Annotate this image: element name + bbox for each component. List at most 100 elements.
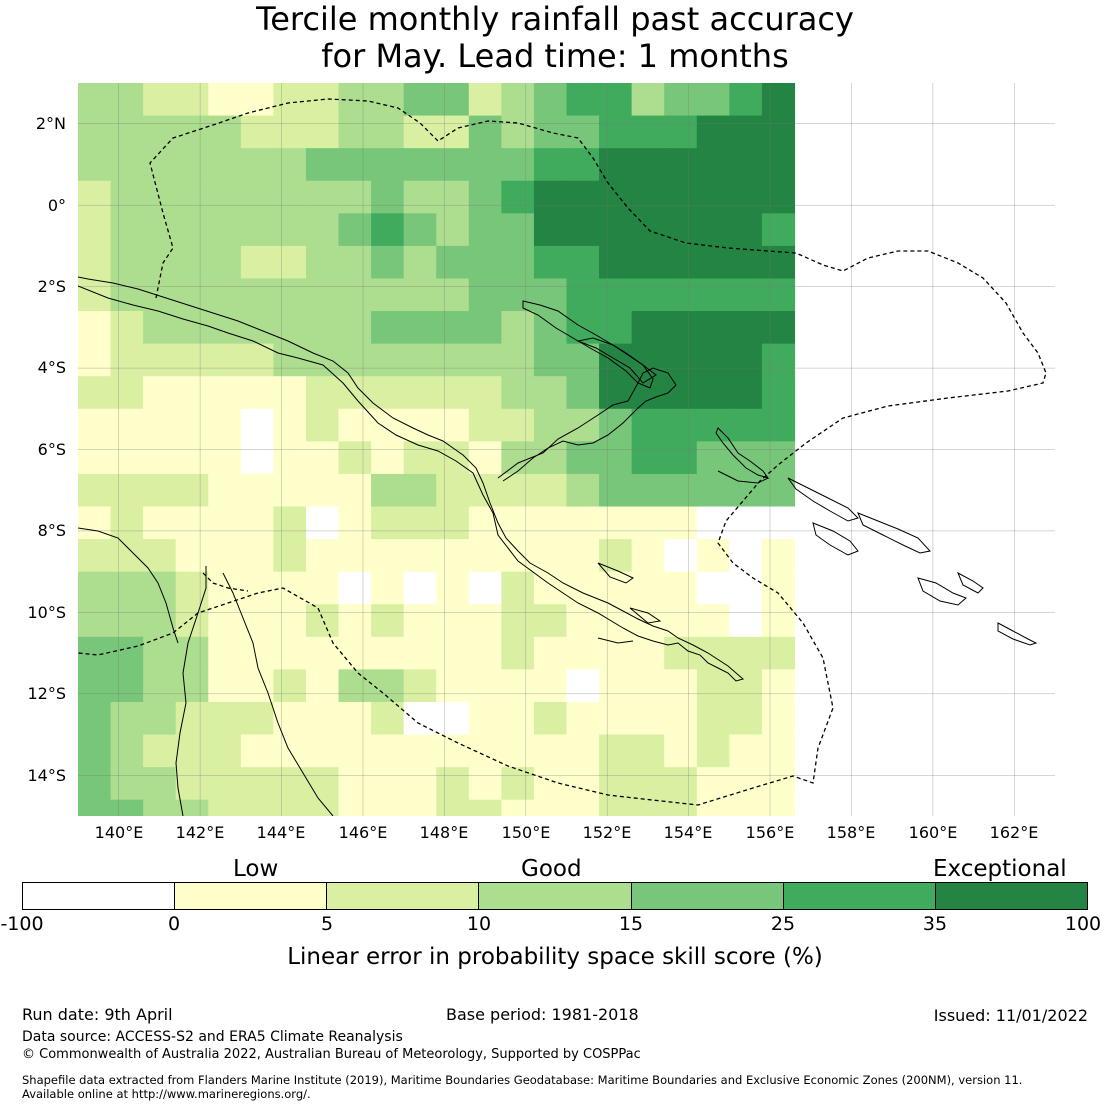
skill-cell bbox=[78, 636, 112, 670]
skill-cell bbox=[761, 376, 796, 410]
skill-cell bbox=[305, 245, 340, 280]
skill-cell bbox=[696, 539, 730, 573]
lon-label: 140°E bbox=[94, 823, 144, 842]
skill-cell bbox=[175, 799, 209, 816]
skill-cell bbox=[240, 408, 274, 442]
skill-cell bbox=[761, 115, 796, 149]
skill-cell bbox=[240, 148, 274, 182]
skill-cell bbox=[533, 539, 568, 573]
skill-cell bbox=[240, 441, 274, 475]
skill-cell bbox=[599, 767, 633, 801]
skill-cell bbox=[338, 180, 372, 214]
skill-cell bbox=[403, 767, 437, 801]
skill-cell bbox=[533, 376, 568, 410]
skill-cell bbox=[338, 115, 372, 149]
skill-cell bbox=[729, 148, 763, 182]
skill-cell bbox=[761, 408, 796, 442]
skill-cell bbox=[305, 539, 340, 573]
skill-cell bbox=[696, 213, 730, 247]
skill-cell bbox=[566, 148, 600, 182]
skill-cell bbox=[110, 539, 144, 573]
skill-cell bbox=[631, 148, 665, 182]
skill-cell bbox=[533, 604, 568, 638]
skill-cell bbox=[143, 669, 177, 703]
skill-cell bbox=[273, 441, 307, 475]
skill-cell bbox=[501, 343, 535, 377]
eez-png bbox=[78, 98, 1047, 806]
skill-cell bbox=[240, 473, 274, 508]
skill-cell bbox=[566, 441, 600, 475]
lat-label: 6°S bbox=[37, 440, 66, 459]
skill-cell bbox=[208, 213, 242, 247]
skill-cell bbox=[436, 701, 470, 736]
colorbar-tick: 25 bbox=[770, 913, 796, 935]
skill-cell bbox=[110, 408, 144, 442]
colorbar-segment bbox=[327, 883, 480, 909]
colorbar-segment bbox=[479, 883, 632, 909]
lat-label: 0° bbox=[47, 196, 66, 215]
skill-cell bbox=[208, 604, 242, 638]
skill-cell bbox=[273, 636, 307, 670]
skill-cell bbox=[599, 148, 633, 182]
skill-cell bbox=[468, 701, 502, 736]
skill-cell bbox=[664, 571, 698, 605]
skill-cell bbox=[273, 539, 307, 573]
skill-cell bbox=[240, 604, 274, 638]
skill-cell bbox=[729, 571, 763, 605]
skill-cell bbox=[78, 701, 112, 736]
chart-title-line-2: for May. Lead time: 1 months bbox=[321, 37, 789, 75]
skill-cell bbox=[501, 115, 535, 149]
skill-cell bbox=[631, 311, 665, 345]
skill-cell bbox=[468, 311, 502, 345]
skill-cell bbox=[761, 539, 796, 573]
skill-cell bbox=[371, 441, 405, 475]
skill-cell bbox=[403, 473, 437, 508]
skill-cell bbox=[175, 408, 209, 442]
skill-cell bbox=[273, 506, 307, 540]
skill-cell bbox=[175, 376, 209, 410]
skill-cell bbox=[143, 343, 177, 377]
skill-cell bbox=[761, 799, 796, 816]
skill-cell bbox=[338, 636, 372, 670]
skill-cell bbox=[468, 376, 502, 410]
skill-cell bbox=[533, 669, 568, 703]
skill-cell bbox=[305, 669, 340, 703]
skill-cell bbox=[631, 636, 665, 670]
skill-cell bbox=[566, 539, 600, 573]
colorbar-segment bbox=[935, 883, 1087, 909]
skill-cell bbox=[599, 539, 633, 573]
skill-cell bbox=[175, 245, 209, 280]
coastline-vanuatu bbox=[997, 622, 1038, 646]
skill-cell bbox=[240, 278, 274, 312]
skill-cell bbox=[175, 213, 209, 247]
skill-cell bbox=[566, 571, 600, 605]
skill-cell bbox=[208, 148, 242, 182]
skill-cell bbox=[501, 180, 535, 214]
skill-cell bbox=[599, 311, 633, 345]
skill-cell bbox=[696, 734, 730, 768]
skill-cell bbox=[403, 311, 437, 345]
skill-cell bbox=[143, 213, 177, 247]
skill-cell bbox=[696, 180, 730, 214]
skill-cell bbox=[403, 180, 437, 214]
skill-cell bbox=[501, 539, 535, 573]
colorbar-segment bbox=[783, 883, 936, 909]
skill-cell bbox=[436, 213, 470, 247]
skill-cell bbox=[175, 83, 209, 117]
eez-torres bbox=[202, 572, 249, 592]
skill-cell bbox=[208, 669, 242, 703]
skill-cell bbox=[110, 799, 144, 816]
skill-cell bbox=[305, 180, 340, 214]
skill-cell bbox=[468, 734, 502, 768]
skill-cell bbox=[110, 180, 144, 214]
skill-cell bbox=[338, 734, 372, 768]
lon-label: 162°E bbox=[989, 823, 1039, 842]
skill-cell bbox=[468, 669, 502, 703]
skill-cell bbox=[631, 571, 665, 605]
skill-cell bbox=[729, 213, 763, 247]
lon-label: 148°E bbox=[419, 823, 469, 842]
skill-cell bbox=[566, 115, 600, 149]
skill-cell bbox=[729, 408, 763, 442]
skill-cell bbox=[110, 376, 144, 410]
skill-cell bbox=[371, 148, 405, 182]
